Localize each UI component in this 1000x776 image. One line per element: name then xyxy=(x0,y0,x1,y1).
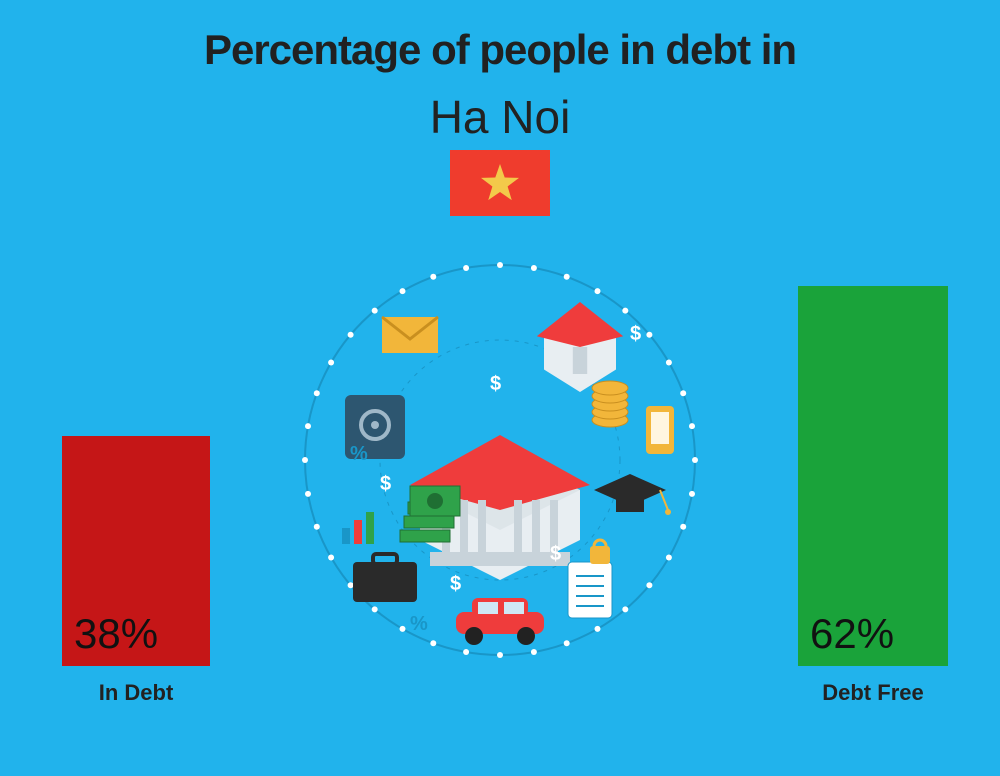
svg-text:$: $ xyxy=(550,543,561,565)
bar-debt-free-value: 62% xyxy=(810,610,894,658)
center-illustration: $ $ $ $ $%% xyxy=(290,250,710,670)
bar-in-debt: 38% In Debt xyxy=(62,436,210,706)
svg-text:%: % xyxy=(410,613,428,635)
chart-subtitle: Ha Noi xyxy=(0,90,1000,144)
bar-debt-free: 62% Debt Free xyxy=(798,286,948,706)
svg-text:$: $ xyxy=(630,323,641,345)
bar-in-debt-value: 38% xyxy=(74,610,158,658)
svg-text:$: $ xyxy=(380,473,391,495)
bar-debt-free-label: Debt Free xyxy=(798,680,948,706)
svg-text:$: $ xyxy=(450,573,461,595)
svg-text:$: $ xyxy=(490,373,501,395)
bar-in-debt-label: In Debt xyxy=(62,680,210,706)
flag-icon xyxy=(450,150,550,216)
chart-title: Percentage of people in debt in xyxy=(0,26,1000,74)
svg-text:%: % xyxy=(350,443,368,465)
